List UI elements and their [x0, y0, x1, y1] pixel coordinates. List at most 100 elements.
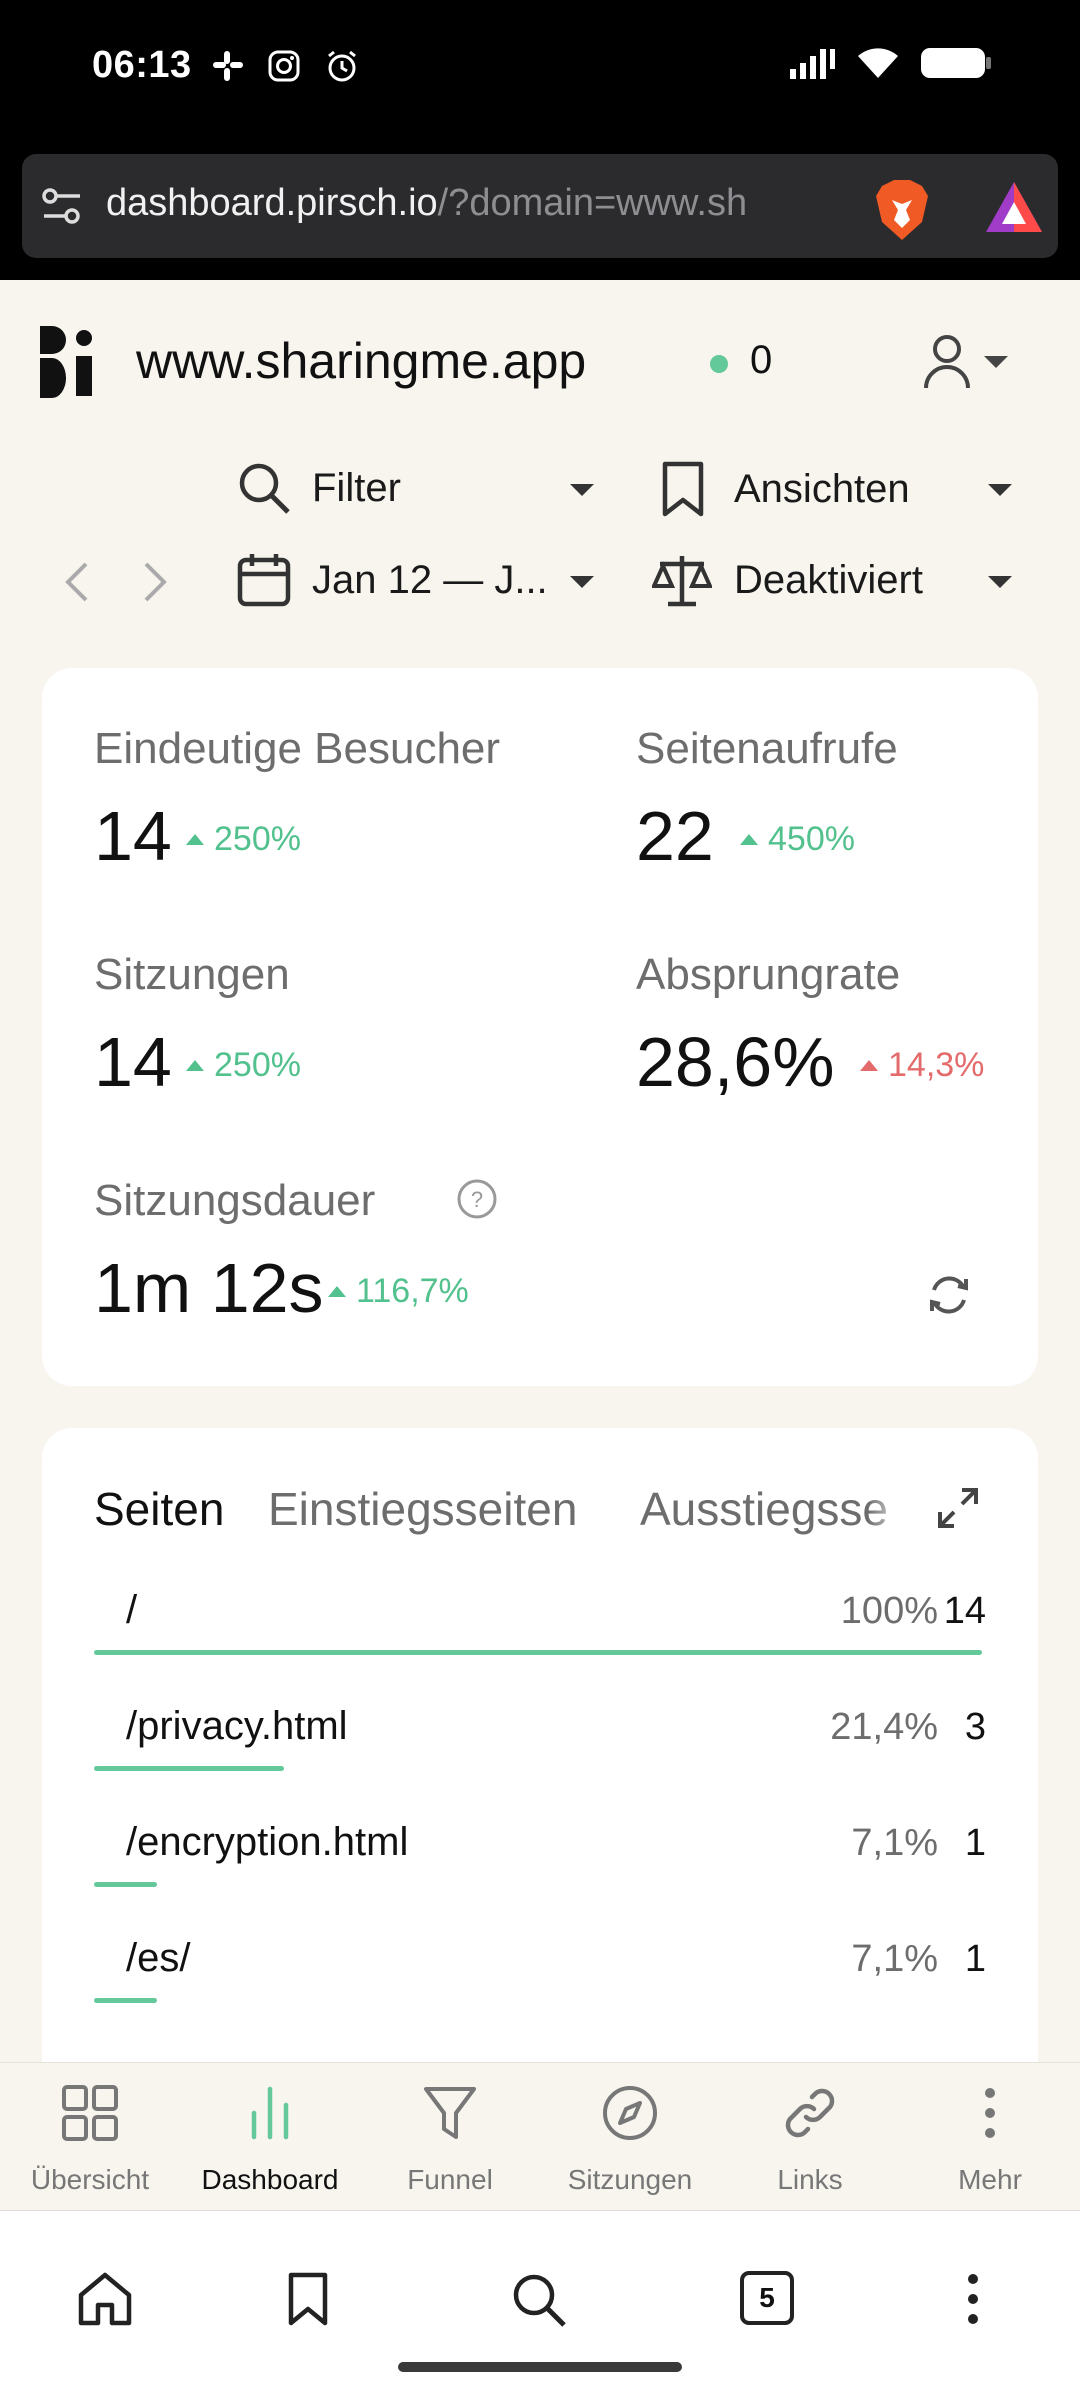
nav-label: Sitzungen	[567, 2164, 693, 2195]
nav-overview[interactable]: Übersicht	[0, 2083, 180, 2196]
stat-label-pageviews: Seitenaufrufe	[636, 724, 898, 773]
change-value: 450%	[768, 820, 855, 858]
compass-icon	[603, 2086, 657, 2140]
tab-exit-pages[interactable]: Ausstiegsse	[640, 1483, 889, 1535]
pirsch-logo[interactable]	[40, 326, 96, 400]
stat-value-session-duration: 1m 12s	[94, 1249, 324, 1327]
stat-change-pageviews: 450%	[740, 820, 855, 859]
previous-period-arrow[interactable]	[62, 560, 92, 604]
nav-links[interactable]: Links	[720, 2083, 900, 2196]
funnel-icon	[424, 2087, 476, 2139]
more-vertical-icon	[985, 2088, 995, 2138]
stat-label-bounce-rate: Absprungrate	[636, 950, 901, 999]
stat-change-sessions: 250%	[186, 1046, 301, 1085]
table-row[interactable]: /es/7,1% 1	[42, 1936, 1038, 2052]
status-time: 06:13	[92, 44, 192, 86]
table-row[interactable]: / 100% 14	[42, 1588, 1038, 1704]
calendar-icon	[237, 554, 291, 607]
tabs-button[interactable]: 5	[740, 2271, 794, 2325]
stat-change-bounce-rate: 14,3%	[860, 1046, 984, 1085]
change-value: 14,3%	[888, 1046, 985, 1084]
browser-toolbar: dashboard.pirsch.io/?domain=www.sh	[0, 140, 1080, 280]
stat-value-sessions: 14	[94, 1023, 172, 1101]
change-value: 250%	[214, 1046, 301, 1084]
compare-button[interactable]: Deaktiviert	[652, 552, 1022, 608]
stat-label-sessions: Sitzungen	[94, 950, 290, 999]
trend-up-icon	[860, 1060, 878, 1071]
page-percent: 100%	[840, 1590, 938, 1632]
views-button[interactable]: Ansichten	[660, 460, 1020, 518]
user-icon	[924, 335, 970, 389]
trend-up-icon	[186, 1060, 204, 1071]
address-bar[interactable]: dashboard.pirsch.io/?domain=www.sh	[22, 154, 1058, 258]
live-visitor-count[interactable]: 0	[750, 338, 773, 382]
page-path: /es/	[126, 1936, 191, 1980]
compare-label: Deaktiviert	[734, 557, 923, 602]
url-text[interactable]: dashboard.pirsch.io/?domain=www.sh	[106, 182, 846, 225]
page-count: 14	[943, 1590, 986, 1632]
url-path: /?domain=www.sh	[437, 182, 748, 224]
alarm-icon	[328, 50, 356, 82]
wifi-icon	[858, 48, 898, 78]
nav-funnel[interactable]: Funnel	[360, 2083, 540, 2196]
nav-label: Übersicht	[30, 2164, 150, 2195]
scale-icon	[652, 556, 712, 607]
stat-value-unique-visitors: 14	[94, 797, 172, 875]
stat-value-pageviews: 22	[636, 797, 714, 875]
nav-label: Dashboard	[201, 2164, 339, 2195]
live-indicator-dot	[710, 355, 728, 373]
url-host: dashboard.pirsch.io	[106, 182, 438, 224]
chevron-down-icon	[988, 484, 1012, 496]
brave-shields-icon[interactable]	[872, 178, 932, 242]
tab-pages[interactable]: Seiten	[94, 1483, 225, 1535]
next-period-arrow[interactable]	[140, 560, 170, 604]
search-icon	[239, 463, 290, 514]
nav-dashboard[interactable]: Dashboard	[180, 2083, 360, 2196]
instagram-icon	[268, 50, 300, 82]
bookmark-icon	[662, 461, 704, 517]
grid-icon	[62, 2085, 118, 2141]
pages-card: Seiten Einstiegsseiten Ausstiegsse / 100%…	[42, 1428, 1038, 2062]
user-menu-button[interactable]	[922, 332, 1008, 392]
nav-label: Links	[777, 2164, 843, 2195]
nav-label: Mehr	[958, 2164, 1022, 2195]
tab-entry-pages[interactable]: Einstiegsseiten	[268, 1483, 578, 1535]
date-range-button[interactable]: Jan 12 — J...	[236, 552, 596, 608]
nav-sessions[interactable]: Sitzungen	[540, 2083, 720, 2196]
filter-button[interactable]: Filter	[236, 460, 596, 516]
search-icon[interactable]	[510, 2271, 568, 2329]
help-icon[interactable]: ?	[456, 1178, 498, 1220]
home-indicator	[398, 2362, 682, 2372]
chevron-down-icon	[984, 356, 1008, 368]
page-path: /	[126, 1588, 138, 1632]
app-bottom-nav: Übersicht Dashboard Funnel Sitzungen Lin…	[0, 2062, 1080, 2210]
change-value: 116,7%	[356, 1272, 469, 1310]
home-icon[interactable]	[76, 2271, 134, 2327]
status-bar: 06:13	[0, 0, 1080, 140]
battery-icon	[921, 48, 991, 78]
trend-up-icon	[740, 834, 758, 845]
expand-icon[interactable]	[936, 1486, 980, 1530]
chevron-down-icon	[570, 484, 594, 496]
page-share-bar	[94, 1650, 982, 1655]
more-vertical-icon[interactable]	[948, 2271, 998, 2327]
filter-label: Filter	[312, 465, 401, 510]
stat-value-bounce-rate: 28,6%	[636, 1023, 835, 1101]
site-settings-icon[interactable]	[40, 186, 84, 226]
refresh-icon[interactable]	[926, 1272, 972, 1318]
page-share-bar	[94, 1766, 284, 1771]
brave-rewards-icon[interactable]	[984, 180, 1044, 234]
nav-more[interactable]: Mehr	[900, 2083, 1080, 2196]
nav-label: Funnel	[407, 2164, 493, 2195]
table-row[interactable]: /encryption.html 7,1% 1	[42, 1820, 1038, 1936]
bookmark-icon[interactable]	[286, 2271, 330, 2327]
chevron-down-icon	[570, 576, 594, 588]
page-path: /privacy.html	[126, 1704, 348, 1748]
page-percent: 7,1%	[851, 1938, 938, 1980]
site-selector[interactable]: www.sharingme.app	[136, 333, 587, 389]
page-share-bar	[94, 1998, 157, 2003]
page-percent: 7,1%	[851, 1822, 938, 1864]
trend-up-icon	[328, 1286, 346, 1297]
table-row[interactable]: /privacy.html 21,4% 3	[42, 1704, 1038, 1820]
stat-change-unique-visitors: 250%	[186, 820, 301, 859]
